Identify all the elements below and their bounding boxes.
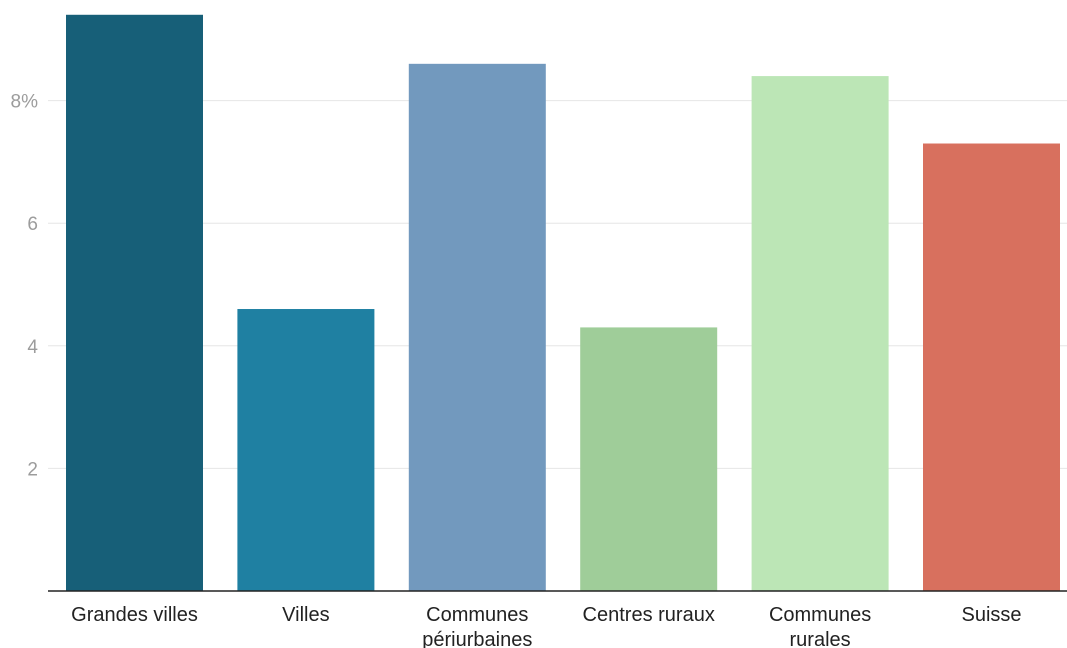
bars <box>66 14 1060 591</box>
x-tick-label-line: Communes <box>426 604 528 626</box>
bar <box>751 76 889 591</box>
x-tick-label: Communes rurales <box>769 604 871 648</box>
y-tick-label: 6 <box>27 214 38 235</box>
bar <box>923 143 1060 591</box>
x-tick-label: Suisse <box>961 604 1021 626</box>
x-tick-label-line: périurbaines <box>422 629 532 648</box>
x-tick-label: Grandes villes <box>71 604 198 626</box>
y-axis-ticks: 2 4 6 8% <box>11 92 39 481</box>
y-tick-label: 8% <box>11 92 39 113</box>
x-tick-label: Villes <box>282 604 329 626</box>
bar <box>580 327 718 591</box>
x-tick-label-line: Communes <box>769 604 871 626</box>
x-tick-label-line: Centres ruraux <box>583 604 715 626</box>
x-tick-label: Centres ruraux <box>583 604 715 626</box>
y-tick-label: 4 <box>27 337 38 358</box>
bar <box>66 14 203 591</box>
x-axis-ticks: Grandes villes Villes Communes périurbaines… <box>71 604 1021 648</box>
x-tick-label: Communes périurbaines <box>422 604 532 648</box>
bar <box>237 309 375 591</box>
x-tick-label-line: Grandes villes <box>71 604 198 626</box>
bar <box>408 63 546 591</box>
x-tick-label-line: Suisse <box>961 604 1021 626</box>
gridlines <box>48 100 1067 469</box>
x-tick-label-line: Villes <box>282 604 329 626</box>
y-tick-label: 2 <box>27 459 38 480</box>
x-tick-label-line: rurales <box>790 629 851 648</box>
